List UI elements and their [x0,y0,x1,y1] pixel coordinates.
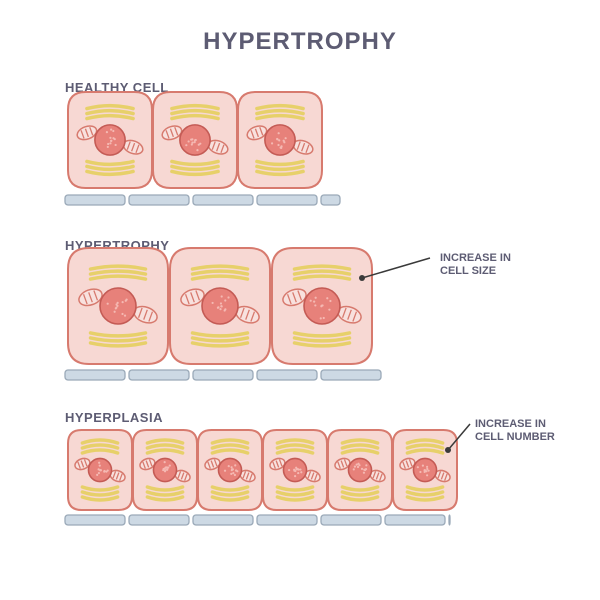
cell-diagram [0,0,600,600]
